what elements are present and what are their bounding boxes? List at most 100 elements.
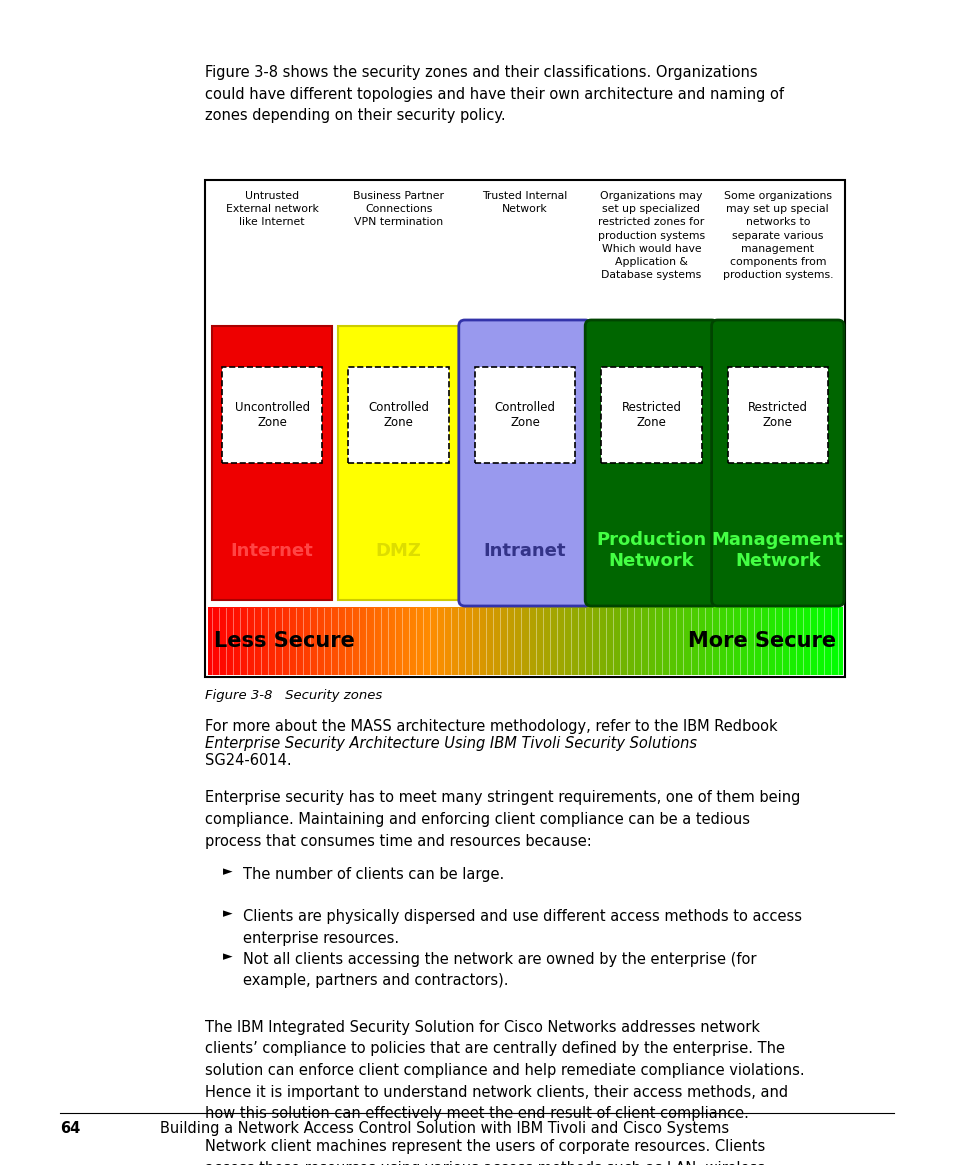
Bar — [455, 607, 457, 675]
Bar — [755, 607, 758, 675]
Bar — [508, 607, 511, 675]
Bar — [812, 607, 815, 675]
Bar — [239, 607, 242, 675]
Bar — [675, 607, 678, 675]
Bar — [402, 607, 405, 675]
Bar — [520, 607, 523, 675]
Bar — [797, 607, 800, 675]
Text: Not all clients accessing the network are owned by the enterprise (for
example, : Not all clients accessing the network ar… — [243, 952, 756, 988]
Text: More Secure: More Secure — [687, 631, 835, 651]
Bar — [390, 607, 393, 675]
Bar — [753, 607, 756, 675]
Bar — [552, 607, 555, 675]
Bar — [778, 607, 781, 675]
Bar — [385, 607, 388, 675]
Bar — [348, 367, 448, 463]
Bar — [294, 607, 297, 675]
Bar — [352, 607, 355, 675]
Bar — [579, 607, 582, 675]
Text: ►: ► — [223, 908, 233, 920]
Bar — [497, 607, 500, 675]
Bar — [451, 607, 454, 675]
Bar — [725, 607, 728, 675]
Bar — [780, 607, 782, 675]
Bar — [784, 607, 787, 675]
Bar — [216, 607, 219, 675]
Bar — [774, 607, 777, 675]
Bar — [408, 607, 412, 675]
Bar — [421, 607, 424, 675]
Bar — [831, 607, 834, 675]
Bar — [696, 607, 699, 675]
Bar — [387, 607, 390, 675]
Bar — [345, 607, 348, 675]
Bar — [788, 607, 791, 675]
Bar — [300, 607, 304, 675]
Text: Less Secure: Less Secure — [213, 631, 355, 651]
Bar — [288, 607, 291, 675]
Bar — [246, 607, 249, 675]
Bar — [734, 607, 737, 675]
Bar — [670, 607, 673, 675]
Bar — [413, 607, 416, 675]
Bar — [250, 607, 253, 675]
Bar — [319, 607, 322, 675]
Bar — [630, 607, 633, 675]
Bar — [486, 607, 489, 675]
Bar — [680, 607, 683, 675]
FancyBboxPatch shape — [711, 320, 843, 606]
Bar — [738, 607, 740, 675]
Bar — [491, 607, 494, 675]
Bar — [314, 607, 316, 675]
Bar — [529, 607, 532, 675]
Bar — [668, 607, 671, 675]
Bar — [710, 607, 713, 675]
Bar — [763, 607, 766, 675]
Bar — [616, 607, 618, 675]
Bar — [562, 607, 565, 675]
Text: Intranet: Intranet — [483, 542, 566, 559]
Text: Enterprise security has to meet many stringent requirements, one of them being
c: Enterprise security has to meet many str… — [205, 790, 800, 848]
Bar — [712, 607, 716, 675]
Bar — [322, 607, 325, 675]
Bar — [263, 607, 266, 675]
Bar — [828, 607, 831, 675]
Bar — [360, 607, 363, 675]
Bar — [839, 607, 841, 675]
Bar — [795, 607, 798, 675]
Bar — [600, 607, 603, 675]
Bar — [437, 607, 441, 675]
Bar — [484, 607, 487, 675]
Bar — [307, 607, 310, 675]
Bar — [296, 607, 299, 675]
Bar — [440, 607, 443, 675]
Bar — [430, 607, 433, 675]
Bar — [647, 607, 650, 675]
Bar — [729, 607, 732, 675]
Bar — [602, 607, 605, 675]
Bar — [378, 607, 382, 675]
Text: Clients are physically dispersed and use different access methods to access
ente: Clients are physically dispersed and use… — [243, 910, 801, 946]
Bar — [653, 607, 656, 675]
Bar — [475, 367, 575, 463]
Text: ►: ► — [223, 864, 233, 878]
Bar — [803, 607, 806, 675]
Bar — [701, 607, 704, 675]
Bar — [569, 607, 572, 675]
Bar — [550, 607, 553, 675]
Bar — [597, 607, 599, 675]
Bar — [567, 607, 570, 675]
Bar — [394, 607, 396, 675]
Bar — [456, 607, 459, 675]
Bar — [432, 607, 435, 675]
Bar — [225, 607, 228, 675]
Bar — [539, 607, 542, 675]
Bar — [258, 607, 261, 675]
Bar — [286, 607, 289, 675]
Bar — [335, 607, 337, 675]
Bar — [516, 607, 519, 675]
Bar — [741, 607, 745, 675]
Bar — [315, 607, 318, 675]
Bar — [463, 607, 466, 675]
Bar — [474, 607, 476, 675]
